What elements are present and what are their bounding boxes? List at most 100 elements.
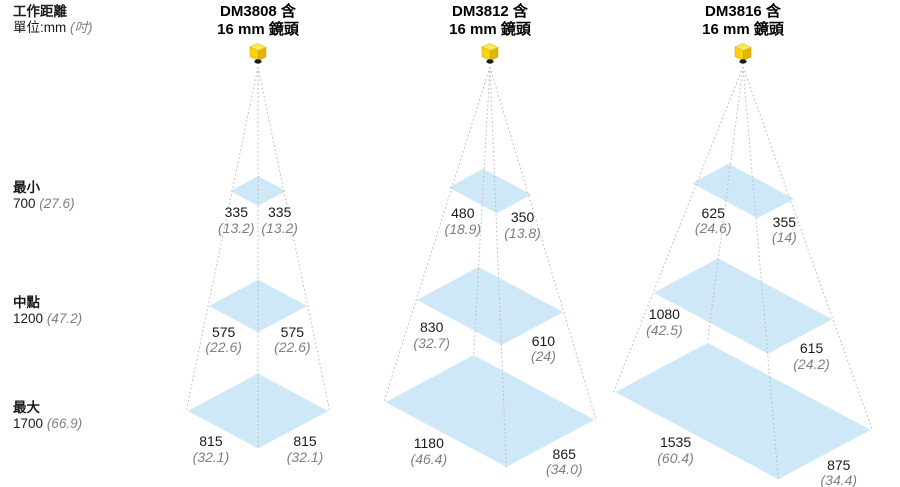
fov-dimension-inches: (13.2) xyxy=(261,219,298,236)
fov-right-dimension-label-mid: 615 (24.2) xyxy=(793,341,830,372)
fov-dimension-mm: 480 xyxy=(451,205,475,222)
fov-dimension-mm: 335 xyxy=(268,204,292,221)
fov-dimension-inches: (22.6) xyxy=(205,339,242,356)
fov-dimension-inches: (13.2) xyxy=(218,219,255,236)
distance-inches: (27.6) xyxy=(39,195,75,211)
camera-icon xyxy=(481,43,499,64)
fov-left-dimension-label-min: 625 (24.6) xyxy=(694,204,732,237)
fov-dimension-mm: 875 xyxy=(827,456,851,473)
fov-left-dimension-label-max: 1535 (60.4) xyxy=(657,435,694,466)
fov-left-dimension-label-max: 1180 (46.4) xyxy=(411,436,448,467)
legend: 工作距離 單位:mm (吋) xyxy=(13,4,93,36)
fov-dimension-inches: (42.5) xyxy=(646,321,683,338)
distance-row-min: 最小 700 (27.6) xyxy=(13,180,75,211)
column-header-dm3816: DM3816 含 16 mm 鏡頭 xyxy=(702,3,784,39)
column-header-model: DM3812 含 xyxy=(452,3,528,20)
camera-lens-icon xyxy=(254,59,262,64)
column-header-model: DM3808 含 xyxy=(220,3,296,20)
column-header-dm3812: DM3812 含 16 mm 鏡頭 xyxy=(449,3,531,39)
fov-right-dimension-label-mid: 610 (24) xyxy=(530,332,556,365)
fov-left-dimension-label-min: 480 (18.9) xyxy=(445,206,482,237)
legend-unit-mm: 單位:mm xyxy=(13,20,67,35)
fov-left-dimension-label-min: 335 (13.2) xyxy=(218,205,255,236)
fov-right-dimension-label-max: 815 (32.1) xyxy=(287,434,324,465)
fov-dimension-inches: (32.1) xyxy=(286,448,324,465)
fov-dimension-inches: (34.4) xyxy=(820,472,858,487)
legend-unit-inches: (吋) xyxy=(70,20,93,35)
distance-row-value: 700 (27.6) xyxy=(13,196,75,212)
fov-dimension-mm: 815 xyxy=(293,433,317,450)
camera-icon xyxy=(249,43,267,64)
fov-dimension-inches: (24.6) xyxy=(694,220,732,237)
fov-dimension-mm: 1180 xyxy=(413,435,444,452)
fov-right-dimension-label-max: 865 (34.0) xyxy=(546,446,583,478)
fov-right-dimension-label-mid: 575 (22.6) xyxy=(274,323,311,356)
fov-area-min xyxy=(226,174,290,208)
camera-lens-icon xyxy=(739,59,747,64)
distance-row-label: 最大 xyxy=(13,400,40,415)
fov-left-dimension-label-mid: 575 (22.6) xyxy=(205,323,242,356)
fov-dimension-mm: 575 xyxy=(280,323,305,340)
camera-lens-icon xyxy=(486,59,494,64)
fov-dimension-mm: 350 xyxy=(510,209,535,226)
distance-inches: (66.9) xyxy=(46,415,83,431)
fov-dimension-mm: 575 xyxy=(211,323,236,340)
column-header-lens: 16 mm 鏡頭 xyxy=(702,21,784,38)
distance-row-label: 最小 xyxy=(13,180,40,195)
fov-cone-line xyxy=(257,66,331,412)
distance-mm: 700 xyxy=(13,195,36,211)
camera-body-face xyxy=(258,47,267,61)
fov-dimension-mm: 1080 xyxy=(648,306,680,323)
distance-row-mid: 中點 1200 (47.2) xyxy=(13,295,82,326)
fov-dimension-inches: (60.4) xyxy=(657,449,694,466)
fov-area-min xyxy=(688,162,798,220)
fov-left-dimension-label-mid: 1080 (42.5) xyxy=(646,307,683,338)
fov-dimension-mm: 610 xyxy=(531,332,556,349)
fov-area-mid xyxy=(413,265,567,347)
camera-icon xyxy=(734,43,752,64)
fov-area-min xyxy=(445,167,535,215)
fov-dimension-mm: 830 xyxy=(420,319,444,336)
distance-row-max: 最大 1700 (66.9) xyxy=(13,400,82,431)
fov-dimension-inches: (13.8) xyxy=(504,224,541,241)
fov-left-dimension-label-max: 815 (32.1) xyxy=(193,434,230,465)
fov-area-mid xyxy=(650,256,836,356)
column-header-lens: 16 mm 鏡頭 xyxy=(449,21,531,38)
fov-right-dimension-label-min: 335 (13.2) xyxy=(261,205,298,236)
column-header-model: DM3816 含 xyxy=(705,3,781,20)
camera-body-face xyxy=(743,47,752,61)
distance-row-value: 1200 (47.2) xyxy=(13,311,82,327)
column-header-lens: 16 mm 鏡頭 xyxy=(217,21,299,38)
fov-dimension-mm: 355 xyxy=(772,213,797,230)
distance-inches: (47.2) xyxy=(46,310,83,326)
fov-right-dimension-label-min: 350 (13.8) xyxy=(504,210,541,241)
fov-dimension-inches: (46.4) xyxy=(410,450,448,467)
fov-dimension-mm: 625 xyxy=(701,204,725,221)
fov-dimension-mm: 1535 xyxy=(659,434,692,451)
fov-dimension-mm: 615 xyxy=(799,340,824,357)
fov-right-dimension-label-min: 355 (14) xyxy=(771,213,797,246)
fov-dimension-inches: (22.6) xyxy=(274,339,311,356)
distance-row-value: 1700 (66.9) xyxy=(13,416,82,432)
fov-dimension-inches: (14) xyxy=(771,229,797,246)
fov-left-dimension-label-mid: 830 (32.7) xyxy=(413,320,450,351)
fov-area-max xyxy=(382,353,598,469)
fov-dimension-inches: (24) xyxy=(530,348,556,365)
fov-cone-line xyxy=(185,66,259,412)
distance-mm: 1200 xyxy=(13,310,44,326)
fov-area-max xyxy=(184,371,332,451)
fov-dimension-mm: 335 xyxy=(224,204,248,221)
legend-title: 工作距離 xyxy=(13,4,67,19)
camera-body-face xyxy=(490,47,499,61)
fov-cone-line xyxy=(742,66,779,481)
fov-right-dimension-label-max: 875 (34.4) xyxy=(820,456,858,487)
distance-mm: 1700 xyxy=(13,415,44,431)
fov-dimension-inches: (18.9) xyxy=(444,220,482,237)
fov-cone-line xyxy=(473,66,491,355)
fov-dimension-inches: (32.7) xyxy=(413,334,450,351)
distance-row-label: 中點 xyxy=(13,295,40,310)
fov-cone-line xyxy=(742,66,873,431)
fov-cone-line xyxy=(489,66,597,420)
